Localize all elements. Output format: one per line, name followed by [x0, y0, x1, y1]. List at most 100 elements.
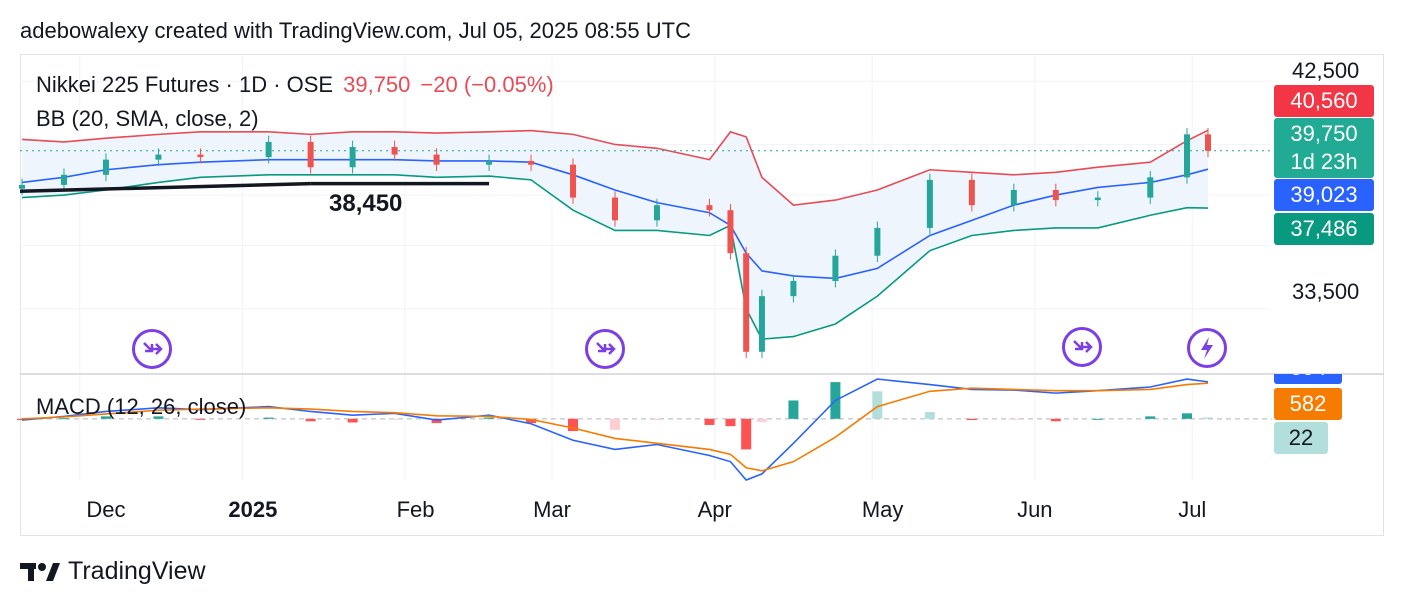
candle-body	[155, 154, 162, 160]
bb-basis-tag: 39,023	[1274, 179, 1374, 211]
macd-line	[21, 378, 1209, 481]
arrow-right-circle-icon	[1073, 340, 1093, 353]
candle-body	[1184, 134, 1191, 178]
macd-histogram-bar	[872, 391, 883, 419]
candle-body	[727, 210, 734, 254]
time-axis-label: Jun	[1017, 497, 1053, 522]
bb-fill	[22, 130, 1208, 340]
macd-histogram-bar	[1008, 418, 1019, 420]
candle-body	[1205, 134, 1211, 151]
arrow-right-circle-icon	[596, 342, 616, 355]
macd-histogram-bar	[263, 417, 274, 419]
macd-histogram-bar	[788, 400, 799, 419]
macd-histogram-bar	[725, 418, 736, 427]
candle-body	[1147, 177, 1154, 198]
price-tick-high: 42,500	[1292, 58, 1360, 83]
symbol-name: Nikkei 225 Futures · 1D · OSE	[36, 72, 334, 97]
macd-histogram-bar	[431, 418, 442, 424]
histogram-tag: 22	[1274, 422, 1328, 454]
time-axis-label: 2025	[228, 497, 278, 522]
candle-body	[102, 159, 109, 175]
chart-frame	[20, 54, 1384, 536]
candle-body	[968, 179, 975, 206]
macd-histogram-bar	[924, 412, 935, 419]
macd-histogram-bar	[651, 418, 662, 421]
footer-brand-text: TradingView	[68, 557, 206, 585]
macd-histogram-bar	[484, 417, 495, 419]
time-axis-label: May	[861, 497, 904, 522]
event-marker-dividend[interactable]	[585, 329, 625, 369]
macd-histogram-bar	[58, 418, 69, 420]
time-axis-label: Feb	[396, 497, 435, 522]
time-axis-label: Jul	[1178, 497, 1207, 522]
time-axis-label: Dec	[86, 497, 126, 522]
bb-lower-tag: 37,486	[1274, 213, 1374, 245]
candle-body	[570, 164, 577, 198]
candle-body	[926, 179, 933, 228]
symbol-legend[interactable]: Nikkei 225 Futures · 1D · OSE 39,750 −20 (…	[36, 72, 554, 98]
candle-body	[743, 253, 750, 352]
candle-body	[1052, 189, 1059, 201]
macd-histogram-bar	[610, 418, 620, 430]
candle-body	[1094, 197, 1101, 201]
candle-body	[790, 280, 797, 297]
candle-body	[60, 174, 67, 185]
signal-line-tag: 582	[1274, 388, 1342, 420]
price-tick-low: 33,500	[1292, 279, 1360, 304]
bb-upper-tag: 40,560	[1274, 85, 1374, 117]
tradingview-logo-icon	[20, 562, 60, 581]
macd-histogram-bar	[305, 418, 316, 422]
macd-line-tag: 604	[1274, 374, 1342, 384]
candle-body	[706, 205, 713, 211]
candle-body	[832, 255, 839, 281]
countdown-tag: 1d 23h	[1290, 149, 1358, 174]
trendlines	[19, 181, 490, 193]
macd-legend[interactable]: MACD (12, 26, close)	[36, 394, 247, 419]
candle-body	[349, 147, 356, 168]
macd-histogram-bar	[153, 416, 164, 419]
macd-histogram-bar	[568, 418, 579, 432]
bb-lower-line	[21, 174, 1209, 340]
macd-histogram-bar	[1182, 413, 1193, 419]
macd-histogram-bar	[1203, 417, 1213, 419]
candle-body	[486, 160, 493, 165]
macd-panel	[17, 378, 1272, 481]
bb-legend[interactable]: BB (20, SMA, close, 2)	[36, 106, 259, 131]
last-price: 39,750	[343, 72, 411, 97]
candle-body	[307, 141, 314, 168]
bb-upper-line	[21, 129, 1209, 206]
macd-histogram-bar	[1050, 418, 1061, 422]
bb-basis-line	[21, 158, 1209, 280]
candle-body	[391, 147, 398, 155]
candle-body	[612, 197, 618, 221]
macd-histogram-bar	[704, 418, 715, 425]
macd-histogram-bar	[526, 418, 537, 424]
footer-brand[interactable]: TradingView	[20, 557, 206, 586]
price-change: −20 (−0.05%)	[420, 72, 554, 97]
event-marker-earnings[interactable]	[1187, 328, 1227, 368]
time-axis-label: Mar	[533, 497, 571, 522]
macd-histogram-bar	[347, 418, 358, 423]
candle-body	[1010, 189, 1017, 206]
candle-body	[528, 160, 535, 165]
time-axis-label: Apr	[697, 497, 732, 522]
last-price-tag: 39,750 1d 23h	[1274, 118, 1374, 178]
price-annotation: 38,450	[329, 189, 403, 217]
candle-body	[758, 296, 765, 352]
bollinger-bands	[21, 129, 1209, 340]
candle-body	[874, 227, 881, 256]
event-marker-dividend[interactable]	[132, 329, 172, 369]
macd-histogram-bar	[100, 416, 111, 419]
trendline-rising	[19, 181, 311, 193]
macd-histogram-bar	[195, 418, 206, 420]
arrow-right-circle-icon	[143, 342, 163, 355]
candle-body	[19, 184, 25, 189]
event-marker-dividend[interactable]	[1062, 327, 1102, 367]
lightning-icon	[1201, 337, 1213, 359]
macd-histogram-bar	[1145, 416, 1156, 419]
macd-histogram-bar	[756, 418, 767, 422]
signal-line	[21, 382, 1209, 472]
chart-caption: adebowalexy created with TradingView.com…	[20, 18, 691, 43]
candle-body	[197, 154, 204, 158]
